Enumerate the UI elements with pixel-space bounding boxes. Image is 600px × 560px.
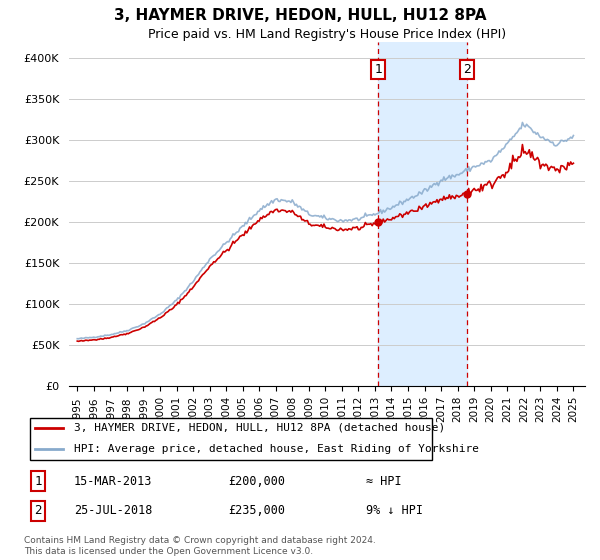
Text: 3, HAYMER DRIVE, HEDON, HULL, HU12 8PA: 3, HAYMER DRIVE, HEDON, HULL, HU12 8PA [114,8,486,24]
Text: 25-JUL-2018: 25-JUL-2018 [74,504,152,517]
Text: ≈ HPI: ≈ HPI [366,475,402,488]
Text: Contains HM Land Registry data © Crown copyright and database right 2024.
This d: Contains HM Land Registry data © Crown c… [24,536,376,556]
Text: HPI: Average price, detached house, East Riding of Yorkshire: HPI: Average price, detached house, East… [74,444,479,454]
FancyBboxPatch shape [29,418,433,460]
Text: 1: 1 [34,475,41,488]
Text: 2: 2 [463,63,471,76]
Text: £200,000: £200,000 [228,475,285,488]
Bar [379,42,467,386]
Text: 1: 1 [374,63,382,76]
Text: 15-MAR-2013: 15-MAR-2013 [74,475,152,488]
Text: £235,000: £235,000 [228,504,285,517]
Text: 9% ↓ HPI: 9% ↓ HPI [366,504,423,517]
Title: Price paid vs. HM Land Registry's House Price Index (HPI): Price paid vs. HM Land Registry's House … [148,28,506,41]
Text: 2: 2 [34,504,41,517]
Text: 3, HAYMER DRIVE, HEDON, HULL, HU12 8PA (detached house): 3, HAYMER DRIVE, HEDON, HULL, HU12 8PA (… [74,423,445,433]
